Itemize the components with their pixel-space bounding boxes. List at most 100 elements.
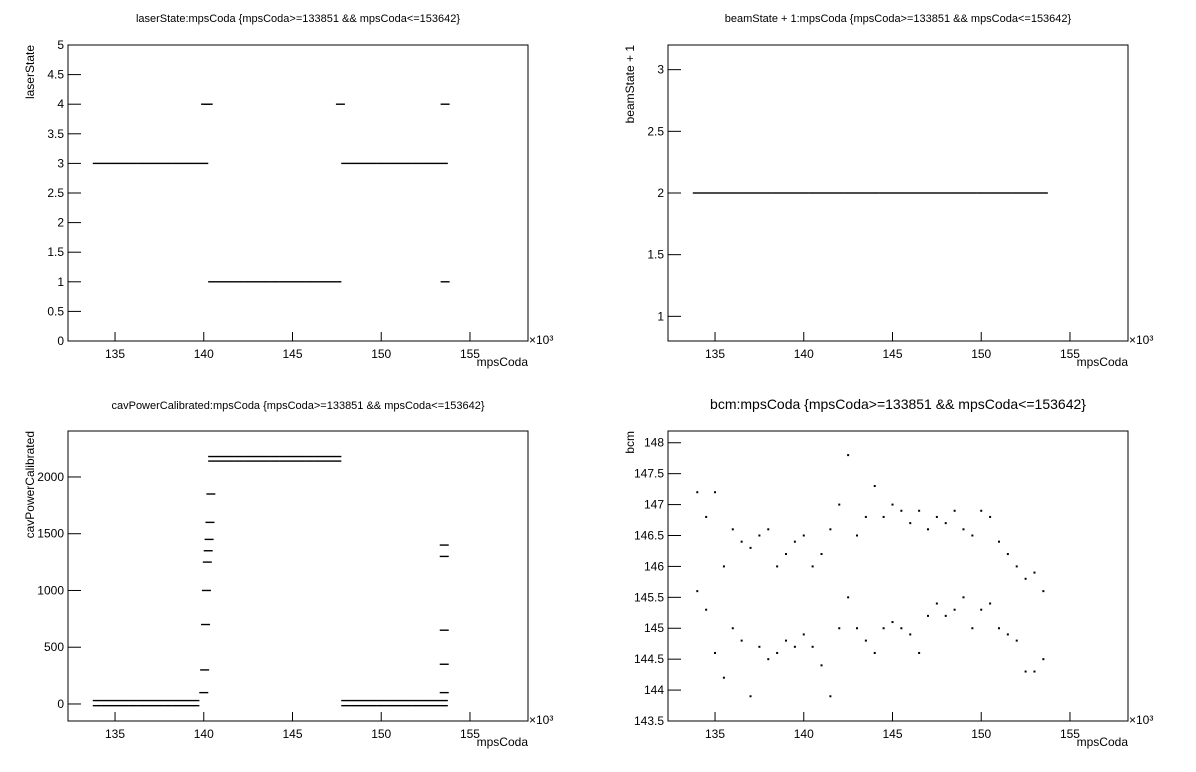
point <box>270 281 280 283</box>
point <box>438 699 448 702</box>
point <box>722 565 725 568</box>
point <box>217 281 227 283</box>
point <box>119 704 129 707</box>
point <box>891 503 894 506</box>
point <box>350 699 360 702</box>
point <box>440 281 450 283</box>
point <box>203 550 213 552</box>
point <box>918 509 921 512</box>
point <box>305 281 315 283</box>
point <box>719 192 729 194</box>
point <box>341 699 351 702</box>
y-tick-label: 4 <box>57 97 64 111</box>
point <box>421 162 431 165</box>
point <box>412 704 422 707</box>
x-tick-label: 145 <box>882 727 902 741</box>
point <box>201 623 211 626</box>
point <box>914 192 924 194</box>
y-tick-label: 0.5 <box>47 304 64 318</box>
point <box>731 627 734 630</box>
point <box>1042 590 1045 593</box>
y-tick-label: 2.5 <box>647 124 664 138</box>
point <box>279 281 289 283</box>
point <box>989 602 992 605</box>
point <box>1024 577 1027 580</box>
point <box>200 669 210 671</box>
point <box>199 691 209 694</box>
point <box>710 192 720 194</box>
point <box>279 460 289 462</box>
y-axis-label: laserState <box>23 45 37 99</box>
point <box>808 192 818 194</box>
point <box>882 515 885 518</box>
point <box>119 162 129 165</box>
point <box>412 162 422 165</box>
point <box>128 704 138 707</box>
point <box>204 538 214 541</box>
point <box>323 455 333 458</box>
point <box>749 695 752 698</box>
point <box>820 664 823 667</box>
point <box>439 663 449 665</box>
point <box>440 103 450 105</box>
point <box>909 633 912 636</box>
point <box>128 699 138 702</box>
point <box>335 103 345 105</box>
point <box>296 460 306 462</box>
point <box>758 645 761 648</box>
point <box>935 515 938 518</box>
point <box>412 699 422 702</box>
point <box>208 455 218 458</box>
point <box>967 192 977 194</box>
point <box>864 515 867 518</box>
point <box>243 460 253 462</box>
y-tick-label: 2 <box>657 186 664 200</box>
x-multiplier: ×10³ <box>1129 713 1153 727</box>
point <box>261 460 271 462</box>
chart-title: cavPowerCalibrated:mpsCoda {mpsCoda>=133… <box>111 400 484 412</box>
point <box>838 627 841 630</box>
point <box>781 192 791 194</box>
point <box>350 162 360 165</box>
point <box>767 658 770 661</box>
y-tick-label: 0 <box>57 334 64 348</box>
y-tick-label: 1 <box>57 275 64 289</box>
point <box>261 281 271 283</box>
point <box>243 281 253 283</box>
point <box>811 645 814 648</box>
y-tick-label: 144.5 <box>634 652 664 666</box>
point <box>714 651 717 654</box>
point <box>971 534 974 537</box>
point <box>110 162 120 165</box>
x-tick-label: 150 <box>371 727 391 741</box>
point <box>421 699 431 702</box>
point <box>234 460 244 462</box>
point <box>994 192 1004 194</box>
y-tick-label: 146 <box>644 559 664 573</box>
point <box>403 699 413 702</box>
x-tick-label: 135 <box>705 727 725 741</box>
point <box>989 515 992 518</box>
point <box>705 608 708 611</box>
point <box>181 162 191 165</box>
point <box>172 699 182 702</box>
point <box>190 162 200 165</box>
point <box>852 192 862 194</box>
point <box>976 192 986 194</box>
point <box>429 162 439 165</box>
point <box>429 704 439 707</box>
x-tick-label: 145 <box>282 347 302 361</box>
point <box>985 192 995 194</box>
y-tick-label: 1.5 <box>47 245 64 259</box>
point <box>314 455 324 458</box>
point <box>385 162 395 165</box>
point <box>731 528 734 531</box>
point <box>950 192 960 194</box>
point <box>202 561 212 563</box>
point <box>843 192 853 194</box>
point <box>958 192 968 194</box>
y-tick-label: 1.5 <box>647 248 664 262</box>
point <box>101 704 111 707</box>
point <box>261 455 271 458</box>
